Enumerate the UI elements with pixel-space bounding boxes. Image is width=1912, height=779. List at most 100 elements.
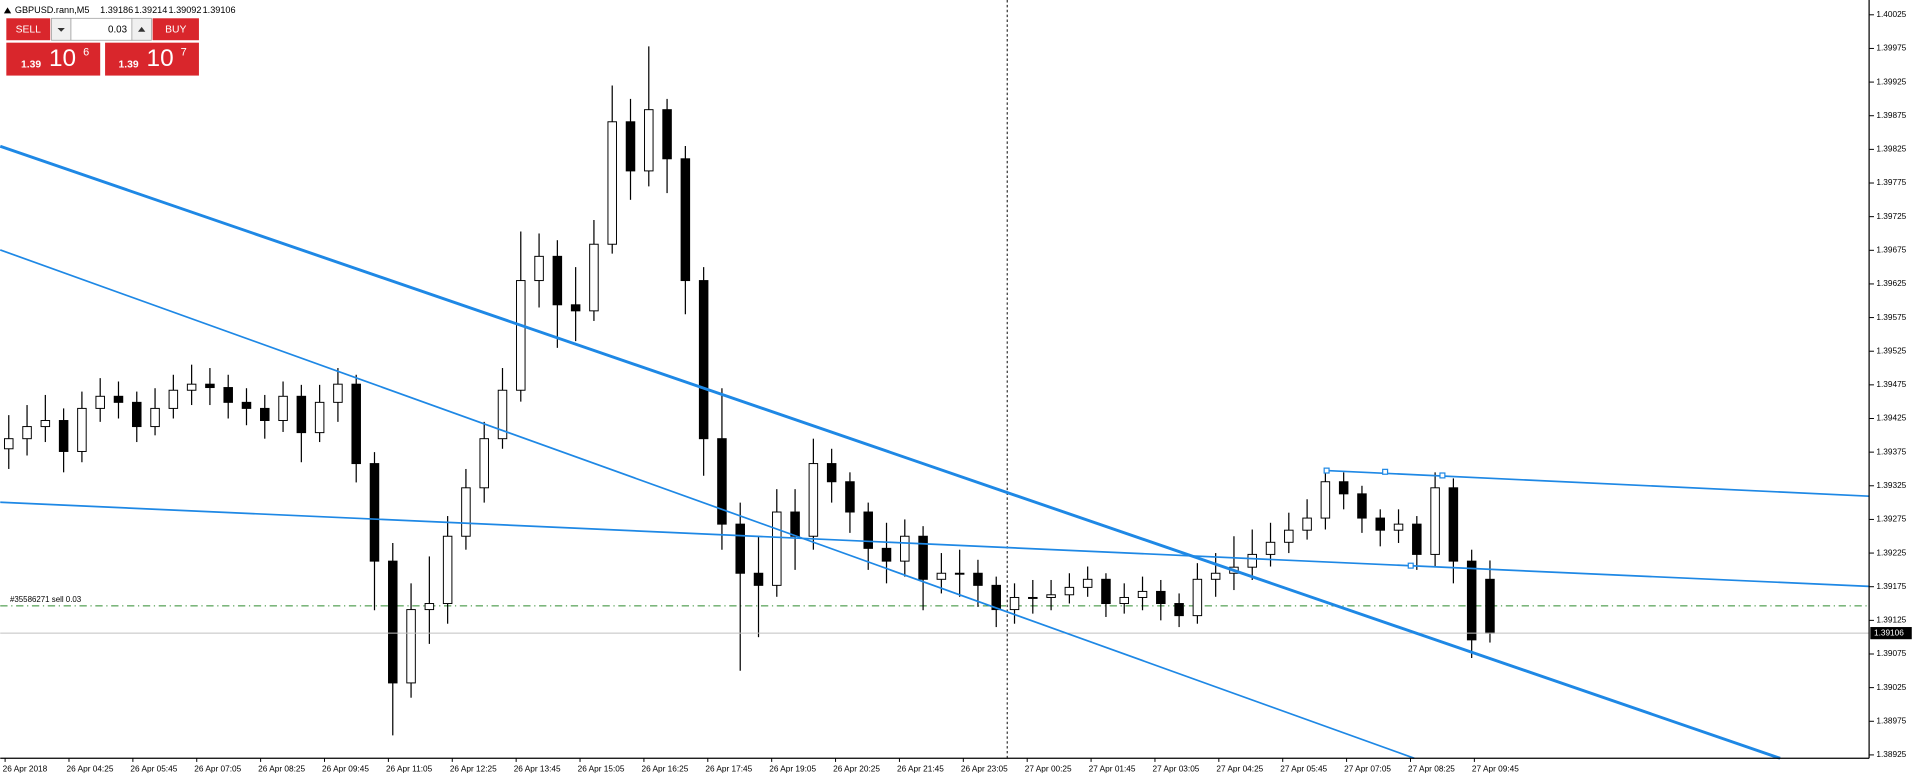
- candle-body: [1009, 596, 1020, 611]
- x-tick-label: 26 Apr 11:05: [386, 764, 433, 773]
- y-tick-label: 1.38975: [1876, 716, 1906, 725]
- sell-price-sup[interactable]: 6: [83, 46, 89, 58]
- candle-body: [735, 523, 745, 574]
- candle-body: [223, 387, 233, 403]
- buy-price-prefix[interactable]: 1.39: [118, 59, 138, 70]
- x-tick-label: 26 Apr 20:25: [833, 764, 880, 773]
- x-tick-label: 26 Apr 12:25: [450, 764, 497, 773]
- line-handle[interactable]: [1439, 472, 1446, 479]
- candle-body: [1485, 578, 1495, 634]
- candle-body: [442, 535, 453, 605]
- buy-button[interactable]: [152, 18, 199, 41]
- candle-body: [1448, 487, 1459, 562]
- buy-price-sup[interactable]: 7: [181, 46, 187, 58]
- candle-body: [1393, 523, 1404, 531]
- line-handle[interactable]: [1382, 468, 1389, 475]
- y-tick-label: 1.39225: [1876, 548, 1906, 557]
- candle-body: [77, 407, 87, 452]
- candle-body: [516, 280, 526, 391]
- candle-body: [1192, 578, 1203, 617]
- y-tick-label: 1.39325: [1876, 481, 1906, 490]
- candle-body: [132, 401, 142, 428]
- x-tick-label: 27 Apr 05:45: [1280, 764, 1327, 773]
- candle-body: [58, 420, 69, 452]
- candle-body: [717, 438, 727, 525]
- candle-body: [479, 438, 489, 489]
- candle-body: [150, 407, 160, 428]
- buy-price-box[interactable]: [105, 42, 199, 76]
- symbol: GBPUSD.rann,M5: [15, 5, 90, 15]
- x-tick-label: 26 Apr 2018: [3, 764, 48, 773]
- y-tick-label: 1.39425: [1876, 414, 1906, 423]
- x-tick-label: 26 Apr 21:45: [897, 764, 944, 773]
- y-tick-label: 1.39675: [1876, 245, 1906, 254]
- trend-line[interactable]: [0, 144, 1781, 760]
- trade-panel: SELL 0.03 BUY 1.39 10 6 1.39 10 7: [6, 17, 199, 76]
- candle-body: [1082, 578, 1093, 588]
- candle-body: [186, 383, 197, 391]
- candle-body: [826, 463, 837, 483]
- candle-body: [1046, 594, 1056, 598]
- x-tick-label: 26 Apr 05:45: [130, 764, 177, 773]
- line-handle[interactable]: [1407, 562, 1414, 569]
- sell-label[interactable]: SELL: [16, 25, 42, 36]
- candle-body: [1466, 560, 1477, 641]
- trend-line[interactable]: [0, 249, 1415, 760]
- candle-body: [1156, 590, 1166, 605]
- lot-up-icon[interactable]: [137, 26, 146, 32]
- price-tag-label: 1.39106: [1874, 628, 1904, 637]
- candles: [0, 46, 1870, 736]
- y-tick-label: 1.39175: [1876, 582, 1906, 591]
- sell-price-prefix[interactable]: 1.39: [21, 59, 41, 70]
- buy-label[interactable]: BUY: [165, 25, 186, 36]
- candle-body: [205, 383, 215, 389]
- candle-body: [424, 603, 435, 611]
- y-tick-label: 1.39925: [1876, 77, 1906, 86]
- lot-down-icon[interactable]: [57, 28, 65, 32]
- trend-line[interactable]: [1326, 469, 1870, 498]
- y-tick-label: 1.39125: [1876, 616, 1906, 625]
- axis-layer: 1.400251.399751.399251.398751.398251.397…: [3, 10, 1912, 773]
- sell-price-box[interactable]: [6, 42, 101, 76]
- candle-body: [808, 463, 819, 537]
- y-tick-label: 1.39525: [1876, 346, 1906, 355]
- x-tick-label: 27 Apr 09:45: [1472, 764, 1519, 773]
- collapse-icon[interactable]: [3, 7, 12, 14]
- candle-body: [936, 572, 947, 580]
- y-tick-label: 1.38925: [1876, 750, 1906, 759]
- candle-body: [461, 487, 471, 537]
- sell-price-big[interactable]: 10: [49, 45, 76, 72]
- y-tick-label: 1.39975: [1876, 44, 1906, 53]
- candle-body: [1375, 517, 1385, 531]
- y-tick-label: 1.39825: [1876, 145, 1906, 154]
- lot-value[interactable]: 0.03: [108, 24, 127, 35]
- candle-body: [1284, 529, 1294, 543]
- candle-body: [991, 584, 1001, 611]
- y-tick-label: 1.39575: [1876, 313, 1906, 322]
- candle-body: [260, 407, 270, 422]
- candle-body: [1302, 517, 1312, 531]
- candle-body: [900, 535, 910, 562]
- candle-body: [168, 389, 179, 409]
- candle-body: [351, 383, 361, 465]
- buy-price-big[interactable]: 10: [147, 45, 174, 72]
- trend-line[interactable]: [0, 501, 1870, 588]
- candle-body: [607, 121, 617, 245]
- candle-body: [333, 383, 343, 403]
- candle-body: [644, 109, 654, 172]
- candle-body: [845, 481, 855, 513]
- candle-body: [22, 426, 32, 440]
- candle-body: [662, 109, 672, 160]
- candle-body: [1174, 603, 1184, 617]
- candle-body: [570, 304, 581, 312]
- header-high: 1.39214: [134, 5, 167, 15]
- candle-body: [1265, 541, 1276, 555]
- x-tick-label: 26 Apr 17:45: [705, 764, 752, 773]
- candle-body: [1247, 553, 1257, 568]
- y-tick-label: 1.39775: [1876, 178, 1906, 187]
- line-handle[interactable]: [1323, 467, 1330, 474]
- x-tick-label: 26 Apr 09:45: [322, 764, 369, 773]
- x-tick-label: 27 Apr 01:45: [1089, 764, 1136, 773]
- sell-button[interactable]: [6, 18, 51, 41]
